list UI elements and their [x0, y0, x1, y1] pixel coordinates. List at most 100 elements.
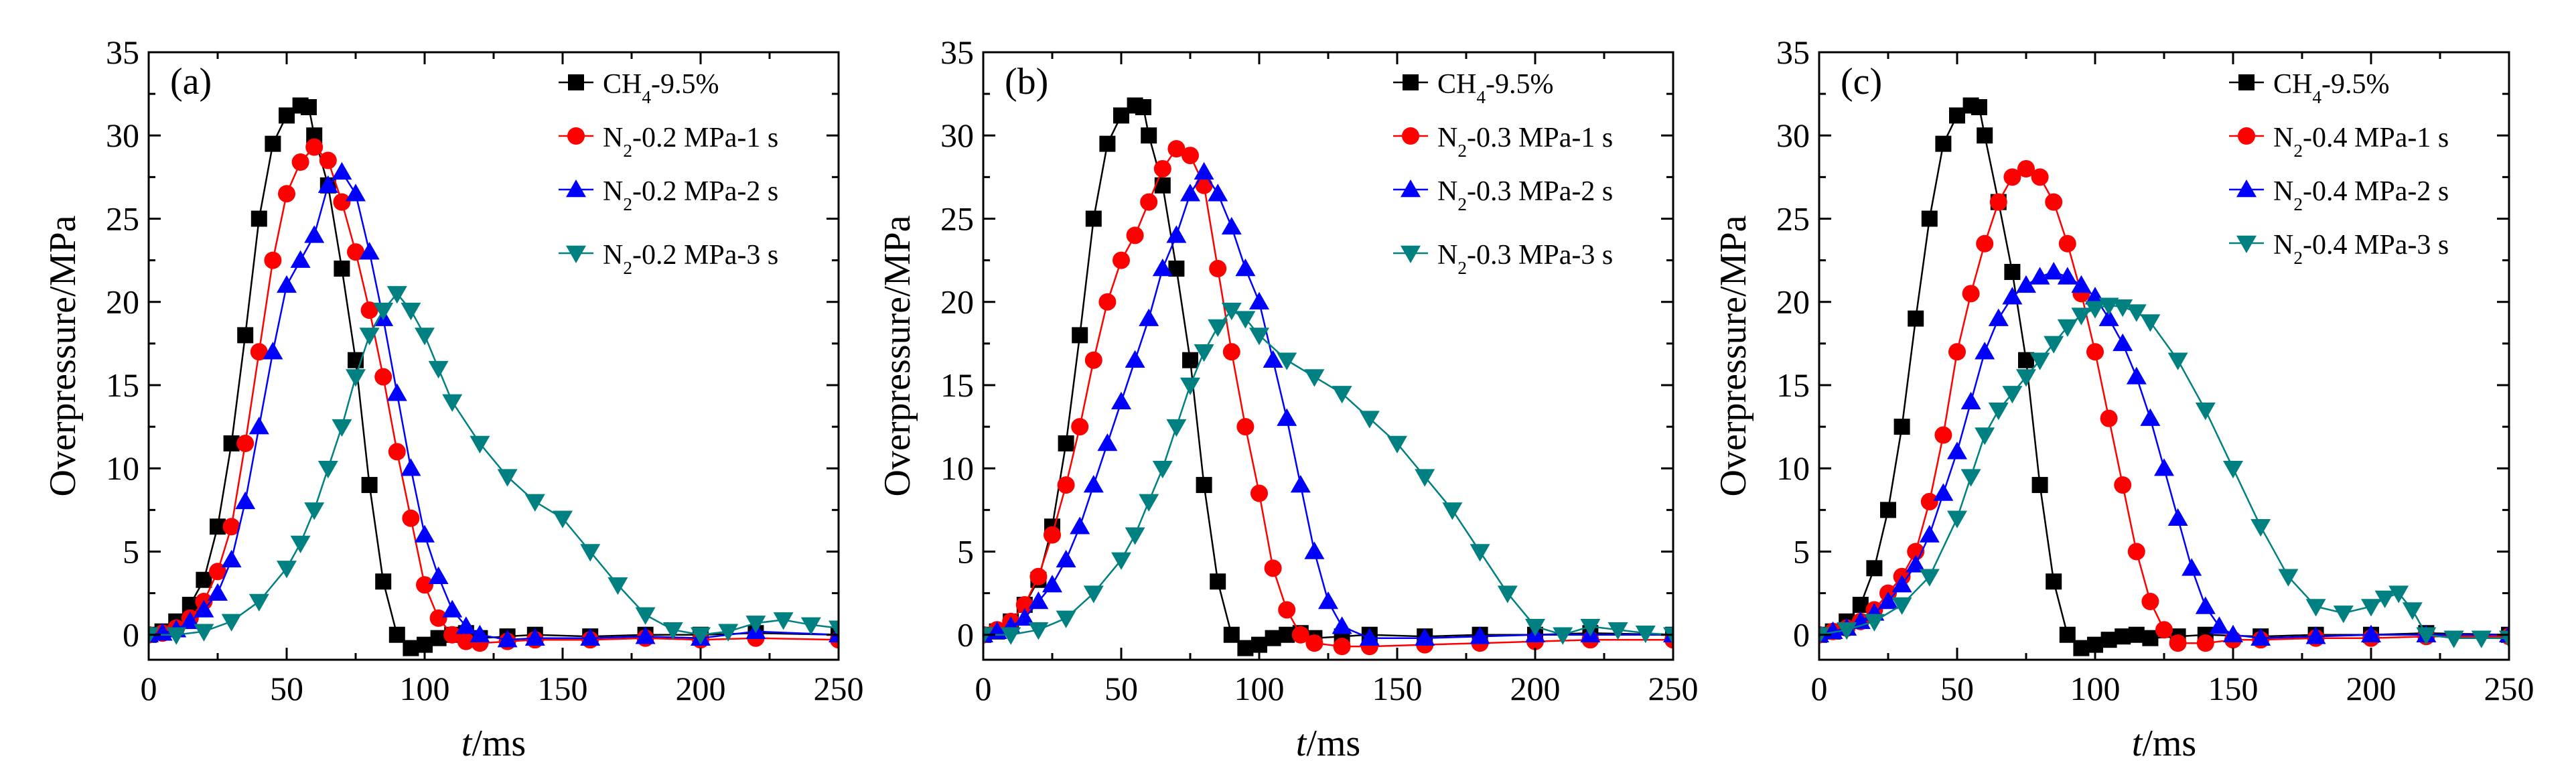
- data-point: [317, 175, 338, 194]
- data-point: [277, 275, 297, 293]
- y-tick-label: 5: [1793, 532, 1810, 570]
- y-tick-label: 15: [940, 366, 974, 404]
- legend-label: CH4-9.5%: [1437, 69, 1554, 107]
- legend-marker: [566, 245, 586, 263]
- data-point: [1028, 622, 1049, 640]
- x-tick-label: 200: [1510, 670, 1561, 707]
- panels: 0 50 100 150 200 25005101520253035t/msOverpre…: [42, 33, 2534, 764]
- chart-panel-2: 0 50 100 150 200 250 0 5 10 15 20 25 30 35 t/ms Overpre…: [877, 33, 1699, 764]
- data-point: [388, 443, 406, 461]
- data-point: [443, 626, 461, 644]
- data-point: [334, 261, 350, 277]
- data-point: [1663, 627, 1673, 645]
- data-point: [403, 640, 419, 656]
- data-point: [1415, 469, 1435, 487]
- data-point: [1154, 177, 1171, 194]
- data-point: [2140, 408, 2161, 426]
- data-point: [1196, 477, 1212, 494]
- data-point: [1167, 140, 1186, 158]
- data-point: [2031, 168, 2049, 186]
- data-point: [1977, 127, 1993, 144]
- data-point: [401, 302, 421, 321]
- data-point: [386, 383, 407, 401]
- data-point: [2029, 352, 2050, 370]
- data-point: [1332, 616, 1352, 634]
- x-axis-label: t/ms: [461, 723, 526, 764]
- data-point: [1083, 585, 1104, 603]
- data-point: [2167, 508, 2188, 526]
- data-point: [250, 343, 268, 361]
- data-point: [1880, 502, 1896, 518]
- data-point: [1083, 475, 1104, 493]
- data-point: [635, 626, 656, 644]
- data-point: [304, 225, 325, 243]
- legend-label: N2-0.3 MPa-3 s: [1437, 240, 1613, 278]
- data-point: [1042, 575, 1062, 593]
- data-point: [1194, 344, 1214, 362]
- y-tick-label: 25: [106, 200, 139, 237]
- data-point: [1222, 343, 1240, 361]
- data-point: [1223, 626, 1240, 643]
- y-tick-label: 0: [957, 616, 974, 654]
- x-tick-label: 150: [2208, 670, 2259, 707]
- data-point: [235, 491, 256, 510]
- data-point: [1044, 526, 1061, 544]
- x-axis-label: t/ms: [2132, 723, 2196, 764]
- data-point: [373, 302, 394, 321]
- data-point: [2085, 301, 2105, 319]
- data-point: [1180, 377, 1200, 395]
- data-point: [1113, 251, 1130, 269]
- x-tick-label: 150: [1372, 670, 1423, 707]
- data-point: [2471, 630, 2492, 648]
- data-point: [2073, 640, 2090, 656]
- data-point: [2169, 634, 2187, 652]
- data-point: [374, 368, 392, 386]
- data-point: [1221, 216, 1242, 235]
- legend-label: N2-0.2 MPa-3 s: [603, 240, 778, 278]
- series-3: [149, 161, 839, 648]
- data-point: [1056, 549, 1076, 568]
- chart-panel-1: 0 50 100 150 200 250 0 5 10 15 20 25 30 35 t/ms Overpre…: [42, 33, 864, 764]
- data-point: [662, 622, 683, 640]
- data-point: [1195, 176, 1213, 194]
- data-point: [221, 549, 242, 568]
- data-point: [635, 607, 656, 625]
- data-point: [1084, 351, 1102, 369]
- data-point: [429, 609, 447, 627]
- data-point: [265, 135, 281, 152]
- data-point: [470, 624, 490, 642]
- data-point: [1139, 308, 1159, 326]
- x-axis-label: t/ms: [1296, 723, 1360, 764]
- data-point: [1291, 626, 1309, 644]
- data-point: [428, 360, 449, 379]
- data-point: [1960, 469, 1981, 487]
- data-point: [221, 614, 242, 632]
- y-tick-label: 15: [106, 366, 139, 404]
- data-point: [442, 599, 463, 618]
- data-point: [2002, 386, 2023, 404]
- data-point: [2058, 234, 2076, 253]
- legend-marker: [1401, 245, 1421, 263]
- data-point: [580, 628, 601, 646]
- data-point: [415, 328, 435, 346]
- data-point: [166, 627, 187, 645]
- data-point: [2250, 628, 2271, 646]
- data-point: [2305, 626, 2326, 644]
- data-point: [1947, 441, 1967, 459]
- legend-marker: [1403, 74, 1419, 90]
- data-point: [1866, 560, 1883, 577]
- data-point: [277, 561, 297, 579]
- data-point: [442, 394, 463, 412]
- y-tick-label: 20: [940, 283, 974, 321]
- data-point: [1210, 573, 1226, 590]
- series-3: [1819, 262, 2509, 646]
- data-point: [2128, 626, 2145, 643]
- data-point: [1878, 591, 1898, 610]
- data-point: [1029, 567, 1048, 585]
- y-tick-label: 20: [106, 283, 139, 321]
- legend: CH4-9.5% N2-0.2 MPa-1 s N2-0.2 MPa-2 s N2-0…: [559, 69, 778, 278]
- data-point: [2114, 476, 2132, 494]
- data-point: [1989, 193, 2007, 211]
- data-point: [1140, 193, 1158, 211]
- data-point: [428, 566, 449, 585]
